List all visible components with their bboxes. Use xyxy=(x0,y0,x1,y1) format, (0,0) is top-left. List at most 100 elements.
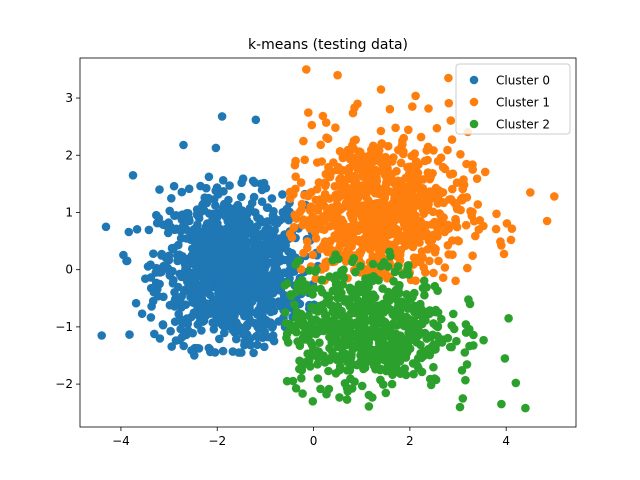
data-point xyxy=(363,290,372,299)
data-point xyxy=(347,154,356,163)
data-point xyxy=(387,379,397,389)
data-point xyxy=(398,140,407,149)
data-point xyxy=(440,263,450,272)
data-point xyxy=(299,136,308,146)
data-point xyxy=(386,323,396,333)
data-point xyxy=(385,215,395,225)
data-point xyxy=(250,251,260,261)
data-point xyxy=(311,329,321,339)
data-point xyxy=(377,339,386,349)
data-point xyxy=(248,296,257,306)
data-point xyxy=(266,333,275,342)
data-point xyxy=(313,360,322,369)
data-point xyxy=(278,190,287,199)
data-point xyxy=(425,187,435,196)
data-point xyxy=(128,171,138,180)
data-point xyxy=(444,250,454,259)
data-point xyxy=(204,343,214,353)
data-point xyxy=(502,219,512,228)
data-point xyxy=(376,261,386,271)
data-point xyxy=(313,374,323,383)
data-point xyxy=(292,214,301,223)
data-point xyxy=(271,283,281,292)
data-point xyxy=(452,222,462,232)
data-point xyxy=(371,199,381,208)
x-tick-label: 4 xyxy=(502,434,510,448)
data-point xyxy=(305,188,315,198)
data-point xyxy=(199,206,209,215)
data-point xyxy=(197,326,206,335)
data-point xyxy=(282,376,292,386)
data-point xyxy=(325,272,334,281)
data-point xyxy=(340,379,350,388)
data-point xyxy=(185,268,195,278)
data-point xyxy=(403,264,412,274)
data-point xyxy=(260,342,269,352)
data-point xyxy=(344,171,354,181)
data-point xyxy=(350,377,359,387)
data-point xyxy=(167,342,176,351)
data-point xyxy=(360,234,370,243)
data-point xyxy=(457,366,467,375)
data-point xyxy=(374,276,383,285)
data-point xyxy=(397,347,407,356)
data-point xyxy=(348,108,358,118)
data-point xyxy=(416,132,426,142)
data-point xyxy=(364,196,373,205)
data-point xyxy=(180,259,190,269)
data-point xyxy=(378,206,388,216)
data-point xyxy=(411,91,420,101)
data-point xyxy=(429,146,438,155)
x-tick-label: 0 xyxy=(310,434,318,448)
data-point xyxy=(207,233,217,243)
data-point xyxy=(379,191,389,201)
data-point xyxy=(254,233,264,243)
data-point xyxy=(223,215,233,225)
data-point xyxy=(357,220,367,229)
data-point xyxy=(382,230,392,239)
data-point xyxy=(374,229,384,238)
x-tick-label: −4 xyxy=(112,434,130,448)
data-point xyxy=(368,331,378,341)
data-point xyxy=(206,264,216,274)
data-point xyxy=(291,384,301,393)
data-point xyxy=(223,229,232,239)
data-point xyxy=(170,288,179,297)
data-point xyxy=(346,357,355,367)
data-point xyxy=(235,233,244,242)
data-point xyxy=(334,254,343,264)
data-point xyxy=(189,308,199,318)
data-point xyxy=(249,224,258,234)
data-point xyxy=(376,85,386,94)
data-point xyxy=(313,215,323,224)
data-point xyxy=(323,134,333,143)
data-point xyxy=(404,343,414,352)
data-point xyxy=(247,198,257,208)
data-point xyxy=(394,283,403,293)
data-point xyxy=(338,354,348,364)
x-tick-label: −2 xyxy=(208,434,226,448)
data-point xyxy=(182,330,191,340)
data-point xyxy=(341,187,351,196)
data-point xyxy=(393,262,403,271)
data-point xyxy=(315,350,325,359)
data-point xyxy=(364,390,374,400)
data-point xyxy=(429,268,438,278)
data-point xyxy=(154,218,164,228)
data-point xyxy=(416,340,425,350)
data-point xyxy=(164,222,173,231)
data-point xyxy=(396,231,406,240)
data-point xyxy=(321,118,331,127)
data-point xyxy=(321,180,331,189)
data-point xyxy=(352,318,361,327)
data-point xyxy=(177,187,187,197)
data-point xyxy=(448,184,457,194)
data-point xyxy=(189,234,199,243)
data-point xyxy=(178,319,187,328)
data-point xyxy=(276,298,286,308)
data-point xyxy=(419,276,429,286)
data-point xyxy=(331,193,341,203)
y-tick-label: 1 xyxy=(65,205,73,219)
data-point xyxy=(526,188,535,197)
data-point xyxy=(220,328,229,338)
